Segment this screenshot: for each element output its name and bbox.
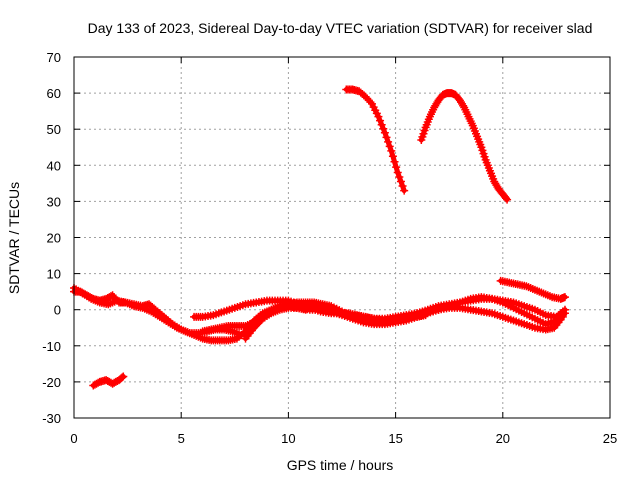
ticks: 0 5 10 15 20 25 -30 -20 -10 0 10 20 30 40 50 60 70 — [42, 50, 617, 446]
y-tick-label: 30 — [47, 194, 61, 209]
x-tick-label: 20 — [496, 431, 510, 446]
chart-title: Day 133 of 2023, Sidereal Day-to-day VTE… — [88, 20, 593, 36]
data-point — [560, 305, 569, 314]
data-point — [119, 372, 128, 381]
series-track-h — [342, 85, 409, 195]
series-track-f — [380, 294, 569, 325]
data-point — [387, 146, 396, 155]
y-tick-label: 40 — [47, 158, 61, 173]
x-axis-label: GPS time / hours — [287, 457, 394, 473]
x-tick-label: 5 — [178, 431, 185, 446]
data-point — [503, 195, 512, 204]
data-point — [392, 163, 401, 172]
data-point — [502, 194, 511, 203]
data-point — [398, 182, 407, 191]
y-tick-label: 60 — [47, 86, 61, 101]
y-tick-label: 0 — [54, 303, 61, 318]
x-tick-label: 10 — [281, 431, 295, 446]
data-point — [385, 142, 394, 151]
y-tick-label: 10 — [47, 267, 61, 282]
y-tick-label: -30 — [42, 411, 61, 426]
y-tick-label: 20 — [47, 231, 61, 246]
y-tick-label: 70 — [47, 50, 61, 65]
data-point — [379, 124, 388, 133]
y-tick-label: -10 — [42, 339, 61, 354]
data-point — [390, 157, 399, 166]
series-track-j — [496, 276, 569, 303]
data-series — [70, 85, 569, 390]
grid — [74, 57, 610, 418]
data-point — [396, 177, 405, 186]
data-point — [400, 186, 409, 195]
data-point — [395, 173, 404, 182]
series-track-i — [417, 89, 512, 204]
data-point — [459, 101, 468, 110]
data-point — [382, 133, 391, 142]
x-tick-label: 25 — [603, 431, 617, 446]
data-point — [384, 137, 393, 146]
data-point — [560, 293, 569, 302]
data-point — [374, 112, 383, 121]
y-tick-label: -20 — [42, 375, 61, 390]
data-point — [377, 120, 386, 129]
data-point — [388, 152, 397, 161]
y-tick-label: 50 — [47, 122, 61, 137]
x-tick-label: 15 — [388, 431, 402, 446]
x-tick-label: 0 — [70, 431, 77, 446]
data-point — [393, 168, 402, 177]
data-point — [380, 128, 389, 137]
series-track-g — [89, 372, 128, 390]
data-point — [366, 98, 375, 107]
data-point — [376, 116, 385, 125]
y-axis-label: SDTVAR / TECUs — [6, 182, 22, 294]
data-point — [118, 373, 127, 382]
